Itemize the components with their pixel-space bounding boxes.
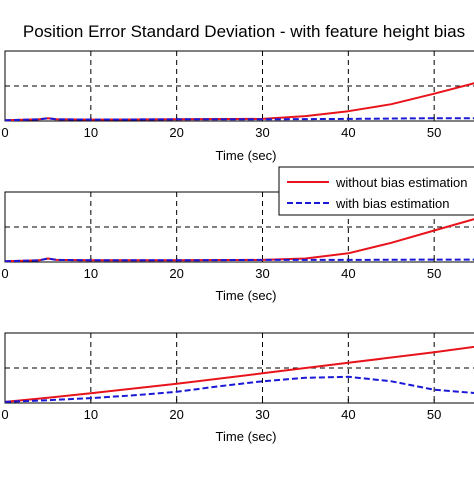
x-tick-label: 10: [84, 266, 98, 281]
x-tick-label: 10: [84, 125, 98, 140]
chart-title: Position Error Standard Deviation - with…: [23, 22, 465, 41]
x-tick-label: 0: [1, 125, 8, 140]
x-tick-label: 20: [169, 266, 183, 281]
legend-box: [278, 166, 474, 216]
x-axis-label: Time (sec): [216, 148, 277, 163]
x-tick-label: 40: [341, 407, 355, 422]
series-line-without-bias: [4, 345, 474, 403]
x-tick-label: 0: [1, 407, 8, 422]
x-tick-label: 0: [1, 266, 8, 281]
x-tick-label: 50: [427, 407, 441, 422]
x-tick-label: 20: [169, 407, 183, 422]
x-axis-label: Time (sec): [216, 429, 277, 444]
x-tick-label: 40: [341, 125, 355, 140]
subplot-3: 0 10 20 30 40 50 Time (sec): [1, 332, 474, 444]
subplot-2: 0 10 20 30 40 50 Time (sec) without bias estima…: [1, 166, 474, 303]
legend-entry: with bias estimation: [335, 196, 449, 211]
series-line-with-bias: [4, 117, 474, 122]
series-line-with-bias: [4, 257, 474, 263]
x-axis-label: Time (sec): [216, 288, 277, 303]
x-tick-label: 30: [255, 266, 269, 281]
legend: without bias estimation with bias estimat…: [278, 166, 474, 216]
series-line-with-bias: [4, 375, 474, 403]
x-tick-label: 10: [84, 407, 98, 422]
x-tick-label: 40: [341, 266, 355, 281]
x-tick-label: 30: [255, 125, 269, 140]
legend-entry: without bias estimation: [335, 175, 468, 190]
x-tick-label: 50: [427, 266, 441, 281]
x-tick-label: 20: [169, 125, 183, 140]
x-tick-label: 50: [427, 125, 441, 140]
x-tick-label: 30: [255, 407, 269, 422]
subplot-1: 0 10 20 30 40 50 Time (sec): [1, 50, 474, 163]
